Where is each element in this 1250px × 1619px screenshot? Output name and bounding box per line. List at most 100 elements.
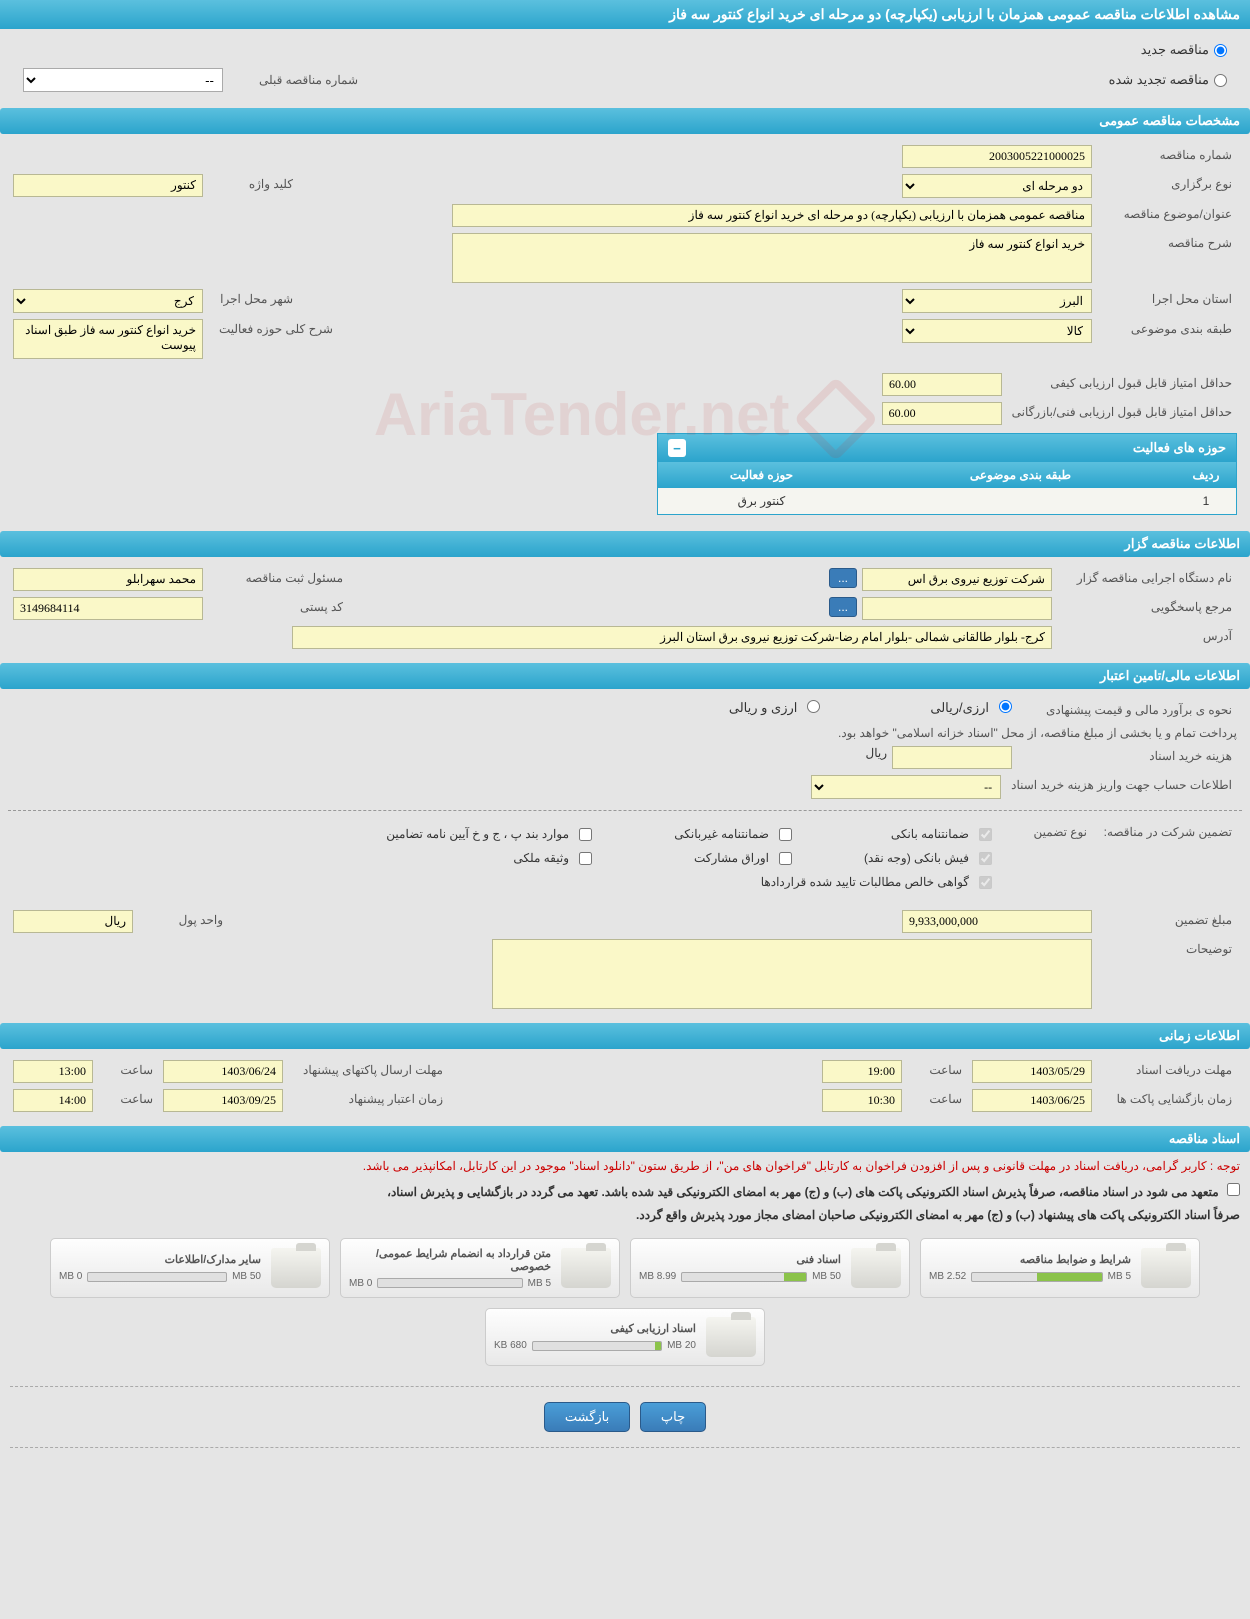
exec-city-select[interactable]: کرج [13,289,203,313]
progress-bar [377,1278,522,1288]
collapse-button[interactable]: − [668,439,686,457]
button-bar: چاپ بازگشت [10,1386,1240,1448]
file-limit: 50 MB [232,1271,261,1282]
subject-category-label: طبقه بندی موضوعی [1097,319,1237,339]
exec-org-input[interactable] [862,568,1052,591]
folder-icon [271,1248,321,1288]
time-label-1: ساعت [907,1060,967,1080]
chk-nonbank-guarantee[interactable] [779,828,792,841]
file-card[interactable]: اسناد فنی 50 MB 8.99 MB [630,1238,910,1298]
chk-bank-receipt[interactable] [979,852,992,865]
doc-receive-label: مهلت دریافت اسناد [1097,1060,1237,1080]
notes-textarea[interactable] [492,939,1092,1009]
description-label: شرح مناقصه [1097,233,1237,253]
activity-table-title: حوزه های فعالیت [1133,440,1226,456]
progress-bar [532,1341,662,1351]
guarantee-type-label: نوع تضمین [1002,822,1092,842]
chk-net-claims[interactable] [979,876,992,889]
doc-cost-input[interactable] [892,746,1012,769]
tender-number-label: شماره مناقصه [1097,145,1237,165]
offer-validity-date[interactable] [163,1089,283,1112]
file-used: 8.99 MB [639,1271,676,1282]
section-financial-header: اطلاعات مالی/تامین اعتبار [0,663,1250,689]
min-tech-input[interactable] [882,402,1002,425]
currency-unit-input[interactable] [13,910,133,933]
back-button[interactable]: بازگشت [544,1402,630,1432]
table-row: 1کنتور برق [658,488,1236,514]
exec-city-label: شهر محل اجرا [208,289,298,309]
min-quality-input[interactable] [882,373,1002,396]
file-limit: 5 MB [528,1278,551,1289]
title-input[interactable] [452,204,1092,227]
exec-province-select[interactable]: البرز [902,289,1092,313]
activity-scope-textarea[interactable]: خرید انواع کنتور سه فاز طبق اسناد پیوست [13,319,203,359]
top-options: مناقصه جدید مناقصه تجدید شده شماره مناقص… [0,29,1250,105]
section-financial: نحوه ی برآورد مالی و قیمت پیشنهادی ارزی/… [0,689,1250,1020]
page-title: مشاهده اطلاعات مناقصه عمومی همزمان با ار… [669,6,1240,22]
tender-number-input[interactable] [902,145,1092,168]
holding-type-select[interactable]: دو مرحله ای [902,174,1092,198]
radio-rial[interactable] [999,700,1012,713]
time-label-4: ساعت [98,1089,158,1109]
file-title: اسناد فنی [639,1253,841,1266]
reg-manager-input[interactable] [13,568,203,591]
chk-bonds[interactable] [779,852,792,865]
radio-currency-label: ارزی و ریالی [729,700,798,716]
time-label-2: ساعت [98,1060,158,1080]
commitment-text-2: صرفاً اسناد الکترونیکی پاکت های پیشنهاد … [0,1204,1250,1227]
file-card[interactable]: شرایط و ضوابط مناقصه 5 MB 2.52 MB [920,1238,1200,1298]
chk-terms[interactable] [579,828,592,841]
min-tech-label: حداقل امتیاز قابل قبول ارزیابی فنی/بازرگ… [1007,402,1237,422]
radio-renewed-tender[interactable] [1214,74,1227,87]
radio-new-tender[interactable] [1214,44,1227,57]
envelope-open-date[interactable] [972,1089,1092,1112]
chk-commitment[interactable] [1227,1183,1240,1196]
envelope-send-time[interactable] [13,1060,93,1083]
doc-receive-date[interactable] [972,1060,1092,1083]
envelope-open-time[interactable] [822,1089,902,1112]
radio-currency[interactable] [807,700,820,713]
contact-label: مرجع پاسخگویی [1057,597,1237,617]
file-used: 2.52 MB [929,1271,966,1282]
section-organizer-header: اطلاعات مناقصه گزار [0,531,1250,557]
folder-icon [561,1248,611,1288]
keyword-label: کلید واژه [208,174,298,194]
postal-input[interactable] [13,597,203,620]
chk-bank-guarantee[interactable] [979,828,992,841]
file-card[interactable]: سایر مدارک/اطلاعات 50 MB 0 MB [50,1238,330,1298]
chk-property[interactable] [579,852,592,865]
file-title: سایر مدارک/اطلاعات [59,1253,261,1266]
holding-type-label: نوع برگزاری [1097,174,1237,194]
account-info-select[interactable]: -- [811,775,1001,799]
contact-input[interactable] [862,597,1052,620]
guarantee-amount-input[interactable] [902,910,1092,933]
documents-notice: توجه : کاربر گرامی، دریافت اسناد در مهلت… [0,1152,1250,1181]
description-textarea[interactable]: خرید انواع کنتور سه فاز [452,233,1092,283]
section-timing: مهلت دریافت اسناد ساعت مهلت ارسال پاکتها… [0,1049,1250,1123]
file-card[interactable]: متن قرارداد به انضمام شرایط عمومی/خصوصی … [340,1238,620,1298]
prev-number-select[interactable]: -- [23,68,223,92]
keyword-input[interactable] [13,174,203,197]
contact-lookup-button[interactable]: ... [829,597,857,617]
subject-category-select[interactable]: کالا [902,319,1092,343]
envelope-send-date[interactable] [163,1060,283,1083]
file-card[interactable]: اسناد ارزیابی کیفی 20 MB 680 KB [485,1308,765,1366]
offer-validity-time[interactable] [13,1089,93,1112]
address-input[interactable] [292,626,1052,649]
col-row: ردیف [1176,462,1236,488]
section-general-header: مشخصات مناقصه عمومی [0,108,1250,134]
folder-icon [706,1317,756,1357]
progress-bar [971,1272,1102,1282]
prev-number-label: شماره مناقصه قبلی [223,70,363,90]
exec-org-lookup-button[interactable]: ... [829,568,857,588]
folder-icon [851,1248,901,1288]
doc-receive-time[interactable] [822,1060,902,1083]
file-title: متن قرارداد به انضمام شرایط عمومی/خصوصی [349,1247,551,1273]
notes-label: توضیحات [1097,939,1237,959]
section-organizer: نام دستگاه اجرایی مناقصه گزار ... مسئول … [0,557,1250,660]
print-button[interactable]: چاپ [640,1402,706,1432]
file-used: 0 MB [349,1278,372,1289]
guarantee-label: تضمین شرکت در مناقصه: [1097,822,1237,842]
file-limit: 5 MB [1108,1271,1131,1282]
radio-new-tender-label: مناقصه جدید [1141,42,1209,58]
